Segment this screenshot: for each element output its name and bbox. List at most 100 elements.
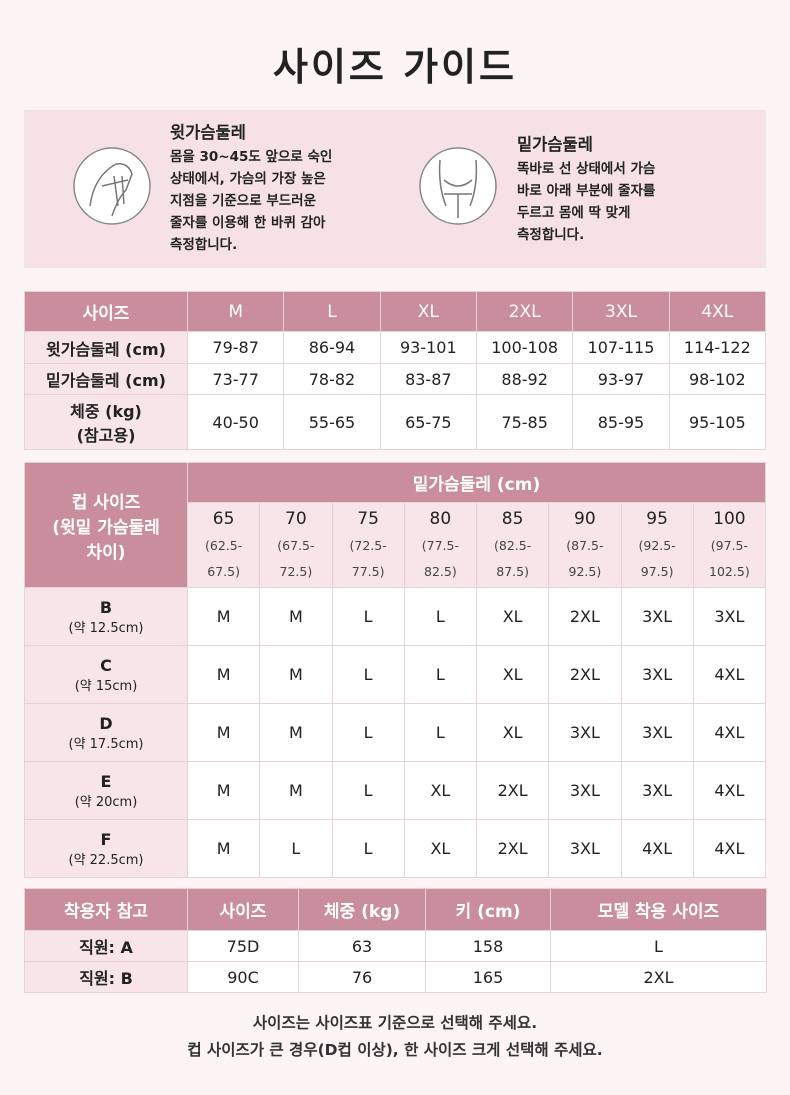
cup-size: 3XL xyxy=(620,645,694,704)
upper-chest-guide: 윗가슴둘레 몸을 30~45도 앞으로 숙인 상태에서, 가슴의 가장 높은 지점을 … xyxy=(170,122,332,256)
label-line: 밑가슴둘레 (cm) xyxy=(46,371,166,390)
cup-size: L xyxy=(403,703,478,762)
band-range: (62.5- xyxy=(205,538,243,553)
cup-label: C (약 15cm) xyxy=(24,645,188,704)
wearer-value: 165 xyxy=(425,961,551,993)
cup-size: 4XL xyxy=(692,703,767,762)
size-value: 78-82 xyxy=(283,363,381,395)
footer-line: 컵 사이즈가 큰 경우(D컵 이상), 한 사이즈 크게 선택해 주세요. xyxy=(187,1041,603,1059)
band-cell: 65 (62.5- 67.5) xyxy=(186,502,261,588)
row-label: 체중 (kg) (참고용) xyxy=(24,394,188,450)
size-value: 93-101 xyxy=(379,331,477,364)
cup-size: M xyxy=(186,645,261,704)
cup-size: 3XL xyxy=(548,819,622,878)
wearer-value: 2XL xyxy=(550,961,767,993)
size-value: 65-75 xyxy=(379,394,477,450)
cup-size: 3XL xyxy=(620,761,694,820)
size-row: 체중 (kg) (참고용) 40-50 55-65 65-75 75-85 85-95 95-… xyxy=(24,394,767,450)
header-cell: 체중 (kg) xyxy=(298,888,426,931)
row-label: 윗가슴둘레 (cm) xyxy=(24,331,188,364)
size-value: 75-85 xyxy=(475,394,574,450)
upper-chest-icon xyxy=(73,147,151,225)
band-cell: 85 (82.5- 87.5) xyxy=(475,502,550,588)
wearer-value: 75D xyxy=(187,930,299,962)
band-cell: 70 (67.5- 72.5) xyxy=(259,502,333,588)
cup-size: 3XL xyxy=(620,703,694,762)
under-chest-guide: 밑가슴둘레 똑바로 선 상태에서 가슴 바로 아래 부분에 줄자를 두르고 몸에 딱 … xyxy=(517,134,655,246)
cup-size: L xyxy=(259,819,333,878)
corner-cell: 컵 사이즈 (윗밑 가슴둘레 차이) xyxy=(24,462,188,588)
header-row: 사이즈 M L XL 2XL 3XL 4XL xyxy=(24,291,767,332)
size-row: 윗가슴둘레 (cm) 79-87 86-94 93-101 100-108 107-115… xyxy=(24,331,767,364)
header-cell: 4XL xyxy=(668,291,767,332)
guide-line: 지점을 기준으로 부드러운 xyxy=(170,193,317,209)
cup-note: (약 22.5cm) xyxy=(68,852,144,868)
cup-size: L xyxy=(331,819,405,878)
size-value: 88-92 xyxy=(475,363,574,395)
band-range: 92.5) xyxy=(568,564,602,579)
header-cell: 2XL xyxy=(475,291,574,332)
cup-size: XL xyxy=(475,587,550,646)
cup-size: XL xyxy=(403,819,478,878)
cup-size: 4XL xyxy=(692,645,767,704)
cup-size: M xyxy=(186,761,261,820)
cup-size: 2XL xyxy=(548,587,622,646)
band-size: 85 xyxy=(501,509,524,529)
size-table: 사이즈 M L XL 2XL 3XL 4XL 윗가슴둘레 (cm) 79-87 86-94 93-1… xyxy=(24,291,767,450)
guide-line: 측정합니다. xyxy=(517,227,585,243)
label-line: 윗가슴둘레 (cm) xyxy=(46,339,166,359)
row-label: 밑가슴둘레 (cm) xyxy=(24,363,188,395)
wearer-name: 직원: B xyxy=(24,961,188,993)
size-value: 73-77 xyxy=(186,363,285,395)
cup-label: D (약 17.5cm) xyxy=(24,703,188,762)
cup-size: L xyxy=(331,645,405,704)
cup-size: 4XL xyxy=(692,819,767,878)
size-value: 83-87 xyxy=(379,363,477,395)
size-value: 93-97 xyxy=(572,363,670,395)
cup-row: D (약 17.5cm) M M L L XL 3XL 3XL 4XL xyxy=(24,703,767,762)
header-cell: 착용자 참고 xyxy=(24,888,188,931)
band-range: 87.5) xyxy=(496,564,529,579)
band-size: 95 xyxy=(646,509,668,529)
cup-size: XL xyxy=(403,761,478,820)
corner-line: 컵 사이즈 xyxy=(71,492,141,513)
size-value: 100-108 xyxy=(475,331,574,364)
size-value: 85-95 xyxy=(572,394,670,450)
cup-name: D xyxy=(99,713,113,733)
band-size: 80 xyxy=(429,509,452,529)
band-size: 65 xyxy=(212,509,235,529)
header-cell: L xyxy=(283,291,381,332)
band-size: 100 xyxy=(713,509,746,529)
cup-size: 2XL xyxy=(475,761,550,820)
cup-note: (약 20cm) xyxy=(74,794,138,810)
corner-line: 차이) xyxy=(86,542,126,563)
band-range: 72.5) xyxy=(279,564,313,579)
header-cell: 3XL xyxy=(572,291,670,332)
cup-size: M xyxy=(259,645,333,704)
cup-size: XL xyxy=(475,645,550,704)
band-cell: 75 (72.5- 77.5) xyxy=(331,502,405,588)
cup-size: 3XL xyxy=(548,761,622,820)
page-title: 사이즈 가이드 xyxy=(273,45,517,89)
band-size: 90 xyxy=(574,509,596,529)
cup-size: M xyxy=(259,703,333,762)
band-range: (97.5- xyxy=(710,538,748,553)
under-chest-icon xyxy=(419,147,497,225)
size-value: 86-94 xyxy=(283,331,381,364)
band-range: (87.5- xyxy=(566,538,604,553)
footer-notes: 사이즈는 사이즈표 기준으로 선택해 주세요. 컵 사이즈가 큰 경우(D컵 이상… xyxy=(0,1010,790,1064)
band-cell: 80 (77.5- 82.5) xyxy=(403,502,478,588)
cup-name: E xyxy=(100,771,112,791)
cup-size: L xyxy=(331,761,405,820)
cup-size: L xyxy=(403,645,478,704)
band-range: 82.5) xyxy=(424,564,457,579)
size-value: 95-105 xyxy=(668,394,767,450)
guide-line: 줄자를 이용해 한 바퀴 감아 xyxy=(170,215,326,231)
cup-size: M xyxy=(186,703,261,762)
band-range: 77.5) xyxy=(351,564,385,579)
cup-size: 4XL xyxy=(692,761,767,820)
band-cell: 90 (87.5- 92.5) xyxy=(548,502,622,588)
band-size: 70 xyxy=(285,509,307,529)
band-range: 67.5) xyxy=(207,564,240,579)
size-row: 밑가슴둘레 (cm) 73-77 78-82 83-87 88-92 93-97 98-10… xyxy=(24,363,767,395)
